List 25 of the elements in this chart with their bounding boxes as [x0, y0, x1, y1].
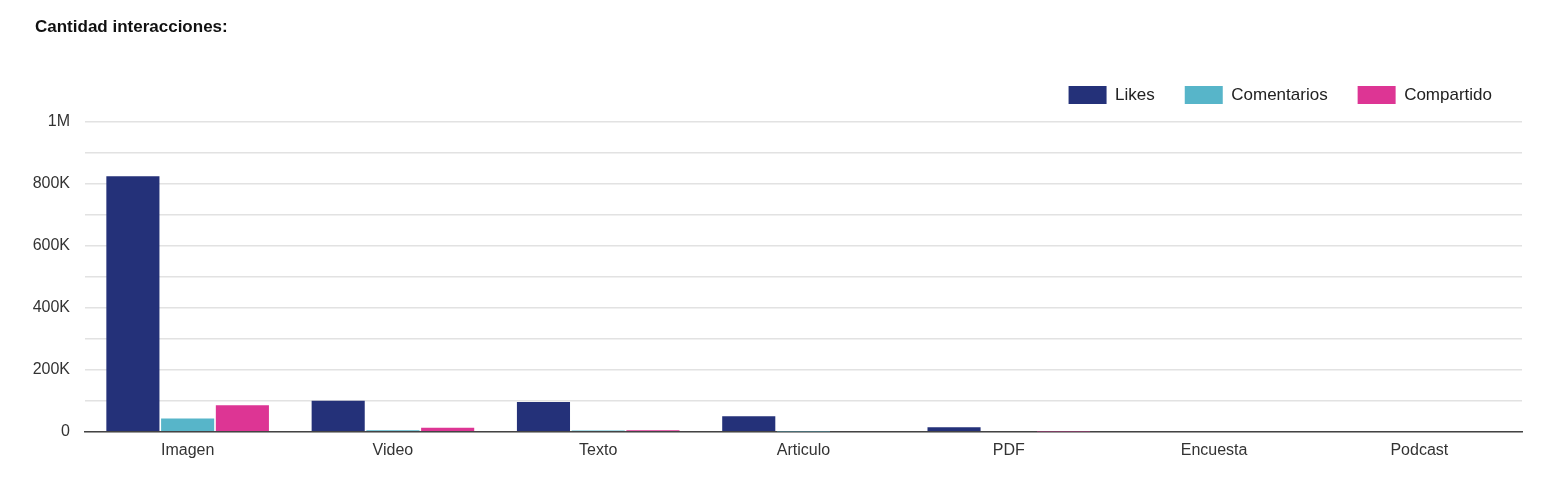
y-tick-label: 200K: [32, 360, 71, 378]
x-tick-label: Articulo: [776, 440, 831, 458]
bar: [215, 405, 269, 432]
bar: [311, 400, 365, 432]
y-tick-label: 1M: [47, 112, 70, 130]
y-tick-label: 400K: [32, 298, 71, 316]
y-tick-label: 0: [61, 422, 71, 440]
y-tick-label: 600K: [32, 236, 71, 254]
chart-title: Cantidad interacciones:: [35, 17, 228, 37]
x-tick-label: Encuesta: [1180, 440, 1248, 458]
bar: [106, 176, 160, 432]
bar: [161, 418, 215, 432]
x-tick-label: Texto: [579, 440, 618, 458]
bar: [927, 427, 981, 432]
bar: [516, 402, 571, 432]
legend-label: Compartido: [1404, 84, 1492, 104]
y-tick-label: 800K: [32, 174, 71, 192]
x-tick-label: Imagen: [160, 440, 215, 458]
x-tick-label: Video: [372, 440, 414, 458]
bar: [722, 416, 776, 432]
legend-label: Likes: [1115, 84, 1155, 104]
x-tick-label: PDF: [992, 440, 1026, 458]
x-tick-label: Podcast: [1390, 440, 1449, 458]
legend-label: Comentarios: [1231, 84, 1328, 104]
bar: [421, 427, 475, 432]
